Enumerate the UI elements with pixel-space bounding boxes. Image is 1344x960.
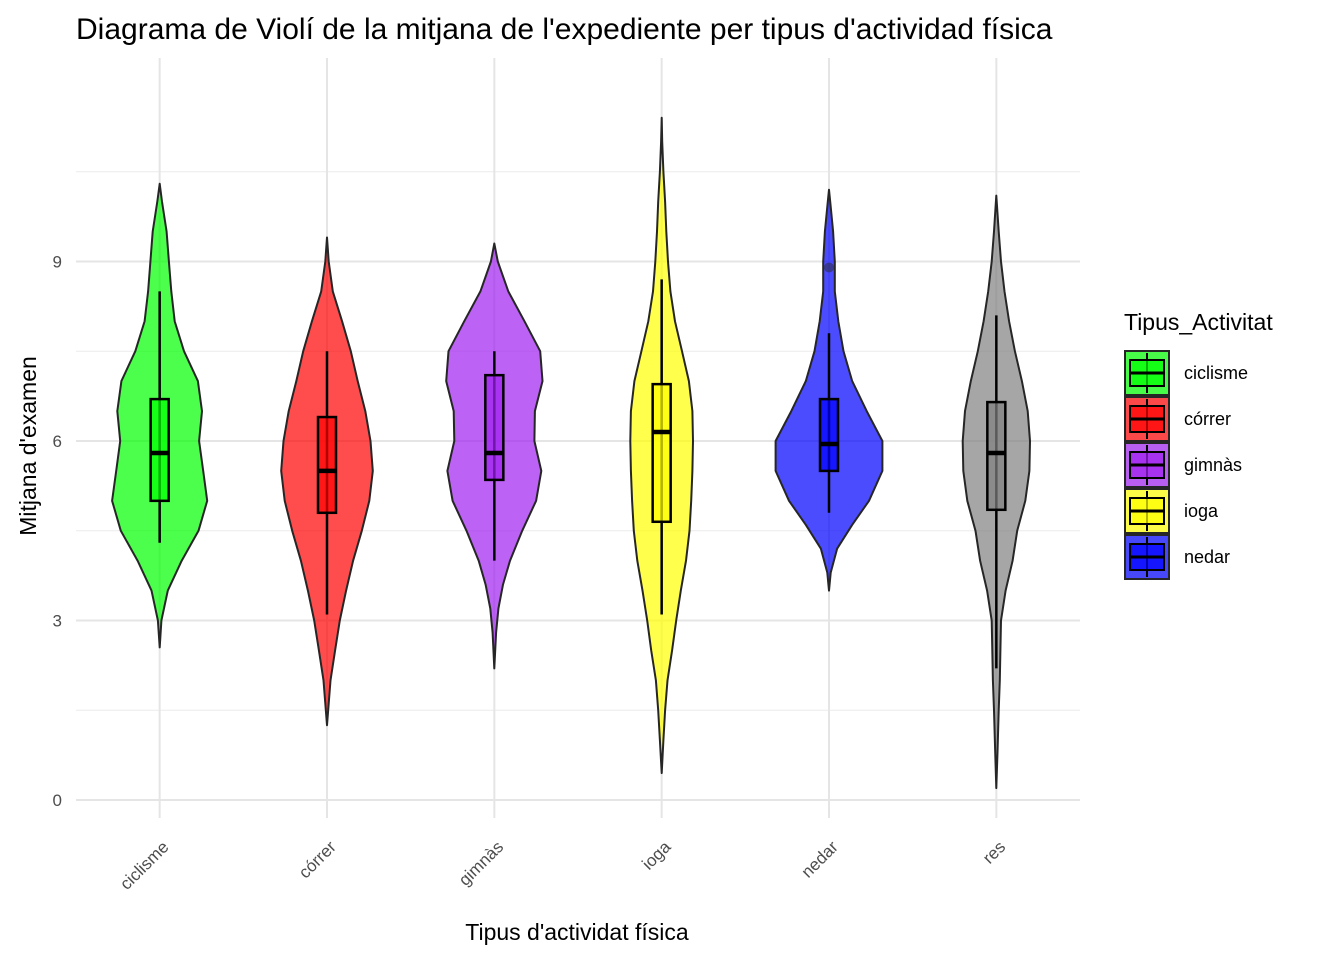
- x-tick-label: res: [979, 837, 1009, 867]
- x-axis-ticks: ciclisme córrer gimnàs ioga nedar res: [116, 837, 1009, 894]
- box-nedar: [818, 397, 840, 473]
- y-tick-label: 0: [53, 791, 62, 810]
- x-tick-label: gimnàs: [455, 837, 507, 889]
- box-res: [986, 400, 1007, 512]
- legend-label: córrer: [1184, 409, 1231, 429]
- legend: Tipus_Activitat ciclisme córrer gimnàs ioga…: [1124, 309, 1273, 580]
- box-ioga: [651, 382, 672, 524]
- y-tick-label: 9: [53, 252, 62, 271]
- grid: [76, 58, 1080, 818]
- legend-item-ioga: ioga: [1124, 488, 1219, 534]
- legend-label: gimnàs: [1184, 455, 1242, 475]
- x-tick-label: nedar: [798, 837, 842, 881]
- legend-title: Tipus_Activitat: [1124, 309, 1273, 335]
- x-axis-title: Tipus d'actividat física: [465, 919, 689, 945]
- y-tick-label: 3: [53, 612, 62, 631]
- x-tick-label: ciclisme: [116, 837, 172, 893]
- box-córrer: [316, 415, 338, 515]
- legend-item-córrer: córrer: [1124, 396, 1231, 442]
- legend-item-nedar: nedar: [1124, 534, 1230, 580]
- y-axis-ticks: 0 3 6 9: [53, 252, 62, 810]
- box-gimnàs: [484, 373, 505, 482]
- box-ciclisme: [149, 397, 170, 503]
- violins: [111, 116, 1031, 790]
- legend-item-gimnàs: gimnàs: [1124, 442, 1242, 488]
- y-tick-label: 6: [53, 432, 62, 451]
- x-tick-label: ioga: [638, 837, 675, 874]
- legend-label: ciclisme: [1184, 363, 1248, 383]
- legend-label: ioga: [1184, 501, 1219, 521]
- outlier-nedar: [824, 262, 834, 273]
- chart-title: Diagrama de Violí de la mitjana de l'exp…: [76, 13, 1053, 46]
- legend-item-ciclisme: ciclisme: [1124, 350, 1248, 396]
- x-tick-label: córrer: [295, 837, 340, 882]
- y-axis-title: Mitjana d'examen: [15, 356, 41, 536]
- legend-label: nedar: [1184, 547, 1230, 567]
